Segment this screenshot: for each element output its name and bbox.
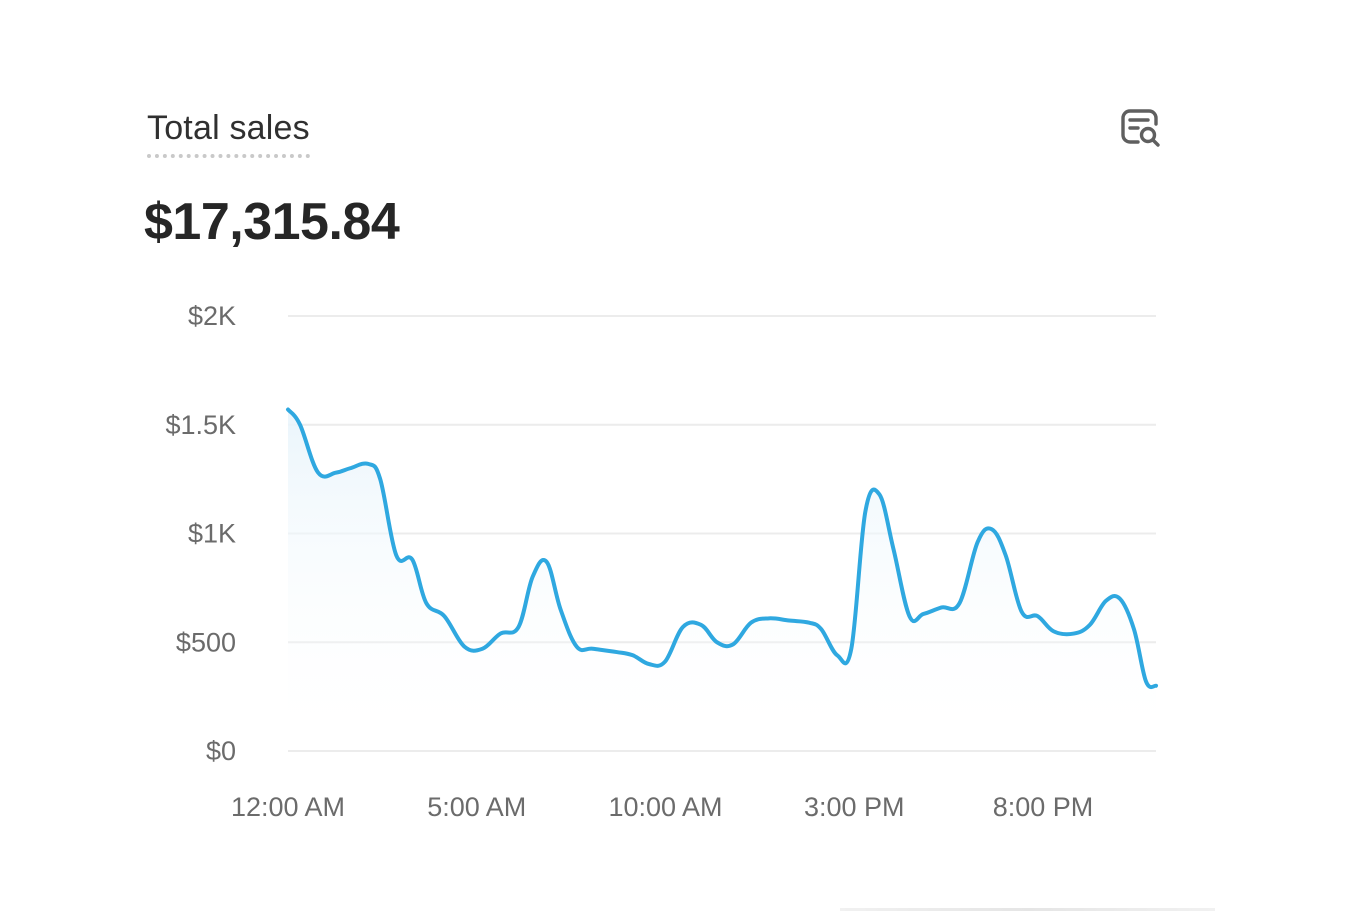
x-tick-label: 5:00 AM — [427, 792, 526, 822]
explore-report-button[interactable] — [1118, 106, 1164, 152]
series-area-fill — [288, 409, 1156, 751]
x-tick-label: 8:00 PM — [993, 792, 1094, 822]
divider — [840, 908, 1215, 911]
series-line-total-sales[interactable] — [286, 407, 1158, 690]
y-axis-ticks: $0 $500 $1K $1.5K $2K — [165, 301, 236, 766]
y-tick-label: $2K — [188, 301, 236, 331]
y-tick-label: $1.5K — [165, 410, 236, 440]
x-tick-label: 12:00 AM — [231, 792, 345, 822]
y-tick-label: $500 — [176, 627, 236, 657]
x-axis-ticks: 12:00 AM 5:00 AM 10:00 AM 3:00 PM 8:00 PM — [231, 792, 1093, 822]
card-title[interactable]: Total sales — [147, 108, 310, 158]
total-sales-value: $17,315.84 — [144, 193, 400, 251]
x-tick-label: 10:00 AM — [608, 792, 722, 822]
x-tick-label: 3:00 PM — [804, 792, 905, 822]
y-tick-label: $1K — [188, 519, 236, 549]
report-search-icon — [1121, 109, 1160, 147]
y-tick-label: $0 — [206, 736, 236, 766]
